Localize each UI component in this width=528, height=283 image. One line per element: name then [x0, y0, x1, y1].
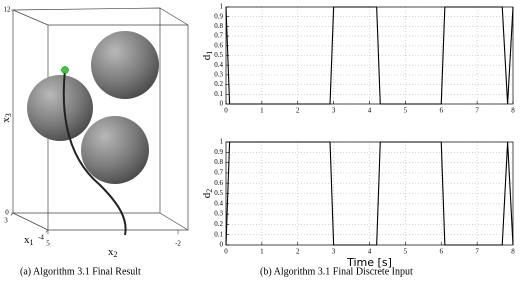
obstacle-sphere — [91, 31, 159, 99]
tick-label: 0 — [5, 209, 9, 217]
tick-mark — [45, 229, 49, 233]
box-edge — [159, 7, 189, 26]
box-3d — [12, 7, 189, 236]
x-tick-label: 4 — [368, 107, 372, 115]
y-tick-label: 0.1 — [214, 230, 223, 238]
axis-label-sub: 2 — [114, 250, 118, 259]
axis-label: x1 — [24, 234, 34, 247]
x-tick-label: 3 — [332, 107, 336, 115]
x-tick-label: 8 — [511, 107, 515, 115]
axis-label-base: d — [201, 192, 213, 198]
y-tick-label: 0.4 — [214, 61, 223, 69]
trajectory — [62, 69, 127, 236]
axis-label: x3 — [0, 113, 13, 123]
x-tick-label: 2 — [296, 248, 300, 256]
x-tick-label: 8 — [511, 248, 515, 256]
start-point — [61, 66, 69, 74]
y-tick-label: 0 — [220, 100, 224, 108]
x-tick-label: 6 — [440, 107, 444, 115]
tick-label: 5 — [46, 240, 50, 248]
axis-label-base: x — [108, 246, 114, 258]
axis-label-base: x — [24, 234, 30, 246]
signal-line — [225, 141, 514, 246]
y-tick-label: 0.2 — [214, 220, 223, 228]
x-tick-label: 5 — [404, 107, 408, 115]
signal-line — [225, 6, 514, 105]
y-tick-label: 0.7 — [214, 169, 223, 177]
y-tick-label: 0.5 — [214, 51, 223, 59]
tick-mark — [10, 212, 14, 216]
axis-label: d1 — [201, 51, 214, 61]
axis-label-base: d — [201, 54, 213, 60]
y-tick-label: 0.8 — [214, 158, 223, 166]
y-tick-label: 1 — [220, 3, 224, 11]
x-tick-label: 0 — [224, 248, 228, 256]
tick-label: -2 — [175, 240, 181, 248]
y-tick-label: 0.3 — [214, 210, 223, 218]
x-tick-label: 3 — [332, 248, 336, 256]
y-tick-label: 0.9 — [214, 148, 223, 156]
y-tick-label: 0.7 — [214, 32, 223, 40]
y-tick-label: 0 — [220, 241, 224, 249]
x-axis-label: Time [s] — [346, 256, 392, 269]
y-tick-label: 0.5 — [214, 189, 223, 197]
y-tick-label: 0.6 — [214, 179, 223, 187]
tick-label: 12 — [4, 6, 12, 14]
tick-label: -4 — [38, 234, 44, 242]
box-edge — [12, 9, 49, 26]
y-tick-label: 0.4 — [214, 199, 223, 207]
axis-label-sub: 3 — [4, 113, 13, 117]
x-tick-label: 7 — [475, 107, 479, 115]
x-tick-label: 1 — [260, 248, 264, 256]
y-tick-label: 0.3 — [214, 71, 223, 79]
axis-label: d2 — [201, 189, 214, 199]
box-edge — [12, 212, 49, 231]
x-tick-label: 0 — [224, 107, 228, 115]
axis-label: x2 — [108, 246, 118, 259]
obstacle-sphere — [27, 75, 93, 141]
x-tick-label: 4 — [368, 248, 372, 256]
x-tick-label: 5 — [404, 248, 408, 256]
x-tick-label: 1 — [260, 107, 264, 115]
axis-label-sub: 2 — [205, 189, 214, 193]
x-tick-label: 6 — [440, 248, 444, 256]
box-edge — [159, 212, 189, 231]
caption: (a) Algorithm 3.1 Final Result — [20, 266, 141, 277]
x-tick-label: 7 — [475, 248, 479, 256]
axis-label-base: x — [0, 117, 12, 123]
axis-label-sub: 1 — [205, 51, 214, 55]
y-tick-label: 0.6 — [214, 41, 223, 49]
x-tick-label: 2 — [296, 107, 300, 115]
y-tick-label: 1 — [220, 138, 224, 146]
y-tick-label: 0.2 — [214, 80, 223, 88]
y-tick-label: 0.8 — [214, 22, 223, 30]
obstacle-sphere — [81, 116, 149, 184]
y-tick-label: 0.9 — [214, 12, 223, 20]
axis-label-sub: 1 — [30, 238, 34, 247]
caption: (b) Algorithm 3.1 Final Discrete Input — [260, 266, 413, 277]
y-tick-label: 0.1 — [214, 90, 223, 98]
tick-label: 3 — [4, 217, 8, 225]
